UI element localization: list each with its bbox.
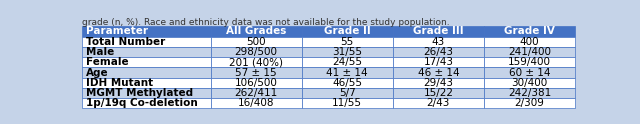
Bar: [211, 88, 301, 98]
Text: 55: 55: [340, 37, 354, 47]
Bar: [83, 78, 211, 88]
Text: 159/400: 159/400: [508, 57, 551, 67]
Bar: [393, 47, 484, 57]
Bar: [484, 26, 575, 37]
Text: 24/55: 24/55: [332, 57, 362, 67]
Bar: [393, 26, 484, 37]
Text: 16/408: 16/408: [238, 98, 275, 108]
Text: 17/43: 17/43: [423, 57, 453, 67]
Text: 5/7: 5/7: [339, 88, 356, 98]
Text: 500: 500: [246, 37, 266, 47]
Bar: [393, 37, 484, 47]
Text: 31/55: 31/55: [332, 47, 362, 57]
Bar: [83, 26, 211, 37]
Bar: [301, 57, 393, 67]
Bar: [301, 37, 393, 47]
Bar: [211, 57, 301, 67]
Text: Male: Male: [86, 47, 114, 57]
Text: 29/43: 29/43: [423, 78, 453, 88]
Text: 46 ± 14: 46 ± 14: [417, 68, 459, 78]
Bar: [83, 47, 211, 57]
Bar: [484, 78, 575, 88]
Bar: [484, 47, 575, 57]
Bar: [393, 78, 484, 88]
Bar: [211, 47, 301, 57]
Bar: [393, 98, 484, 108]
Text: 30/400: 30/400: [511, 78, 548, 88]
Text: 15/22: 15/22: [423, 88, 453, 98]
Bar: [211, 67, 301, 78]
Bar: [484, 88, 575, 98]
Bar: [393, 88, 484, 98]
Bar: [484, 57, 575, 67]
Bar: [301, 98, 393, 108]
Bar: [393, 57, 484, 67]
Bar: [83, 67, 211, 78]
Text: 262/411: 262/411: [234, 88, 278, 98]
Text: 41 ± 14: 41 ± 14: [326, 68, 368, 78]
Text: Age: Age: [86, 68, 109, 78]
Text: 60 ± 14: 60 ± 14: [509, 68, 550, 78]
Text: 241/400: 241/400: [508, 47, 551, 57]
Text: 26/43: 26/43: [423, 47, 453, 57]
Text: MGMT Methylated: MGMT Methylated: [86, 88, 193, 98]
Bar: [301, 67, 393, 78]
Bar: [301, 26, 393, 37]
Bar: [211, 98, 301, 108]
Text: 57 ± 15: 57 ± 15: [236, 68, 277, 78]
Bar: [301, 78, 393, 88]
Bar: [83, 98, 211, 108]
Text: 46/55: 46/55: [332, 78, 362, 88]
Text: 11/55: 11/55: [332, 98, 362, 108]
Text: Grade II: Grade II: [324, 26, 371, 36]
Bar: [211, 78, 301, 88]
Text: 2/309: 2/309: [515, 98, 545, 108]
Bar: [83, 88, 211, 98]
Bar: [83, 57, 211, 67]
Bar: [484, 98, 575, 108]
Text: grade (n, %). Race and ethnicity data was not available for the study population: grade (n, %). Race and ethnicity data wa…: [83, 18, 450, 27]
Text: 242/381: 242/381: [508, 88, 551, 98]
Bar: [301, 88, 393, 98]
Text: 2/43: 2/43: [427, 98, 450, 108]
Text: 1p/19q Co-deletion: 1p/19q Co-deletion: [86, 98, 198, 108]
Text: Grade IV: Grade IV: [504, 26, 555, 36]
Bar: [393, 67, 484, 78]
Bar: [301, 47, 393, 57]
Text: IDH Mutant: IDH Mutant: [86, 78, 153, 88]
Bar: [484, 37, 575, 47]
Text: All Grades: All Grades: [226, 26, 286, 36]
Text: Total Number: Total Number: [86, 37, 165, 47]
Text: 298/500: 298/500: [235, 47, 278, 57]
Text: Parameter: Parameter: [86, 26, 148, 36]
Text: 201 (40%): 201 (40%): [229, 57, 283, 67]
Text: Grade III: Grade III: [413, 26, 463, 36]
Bar: [211, 37, 301, 47]
Text: 400: 400: [520, 37, 540, 47]
Bar: [484, 67, 575, 78]
Bar: [83, 37, 211, 47]
Text: Female: Female: [86, 57, 129, 67]
Bar: [211, 26, 301, 37]
Text: 43: 43: [432, 37, 445, 47]
Text: 106/500: 106/500: [235, 78, 278, 88]
